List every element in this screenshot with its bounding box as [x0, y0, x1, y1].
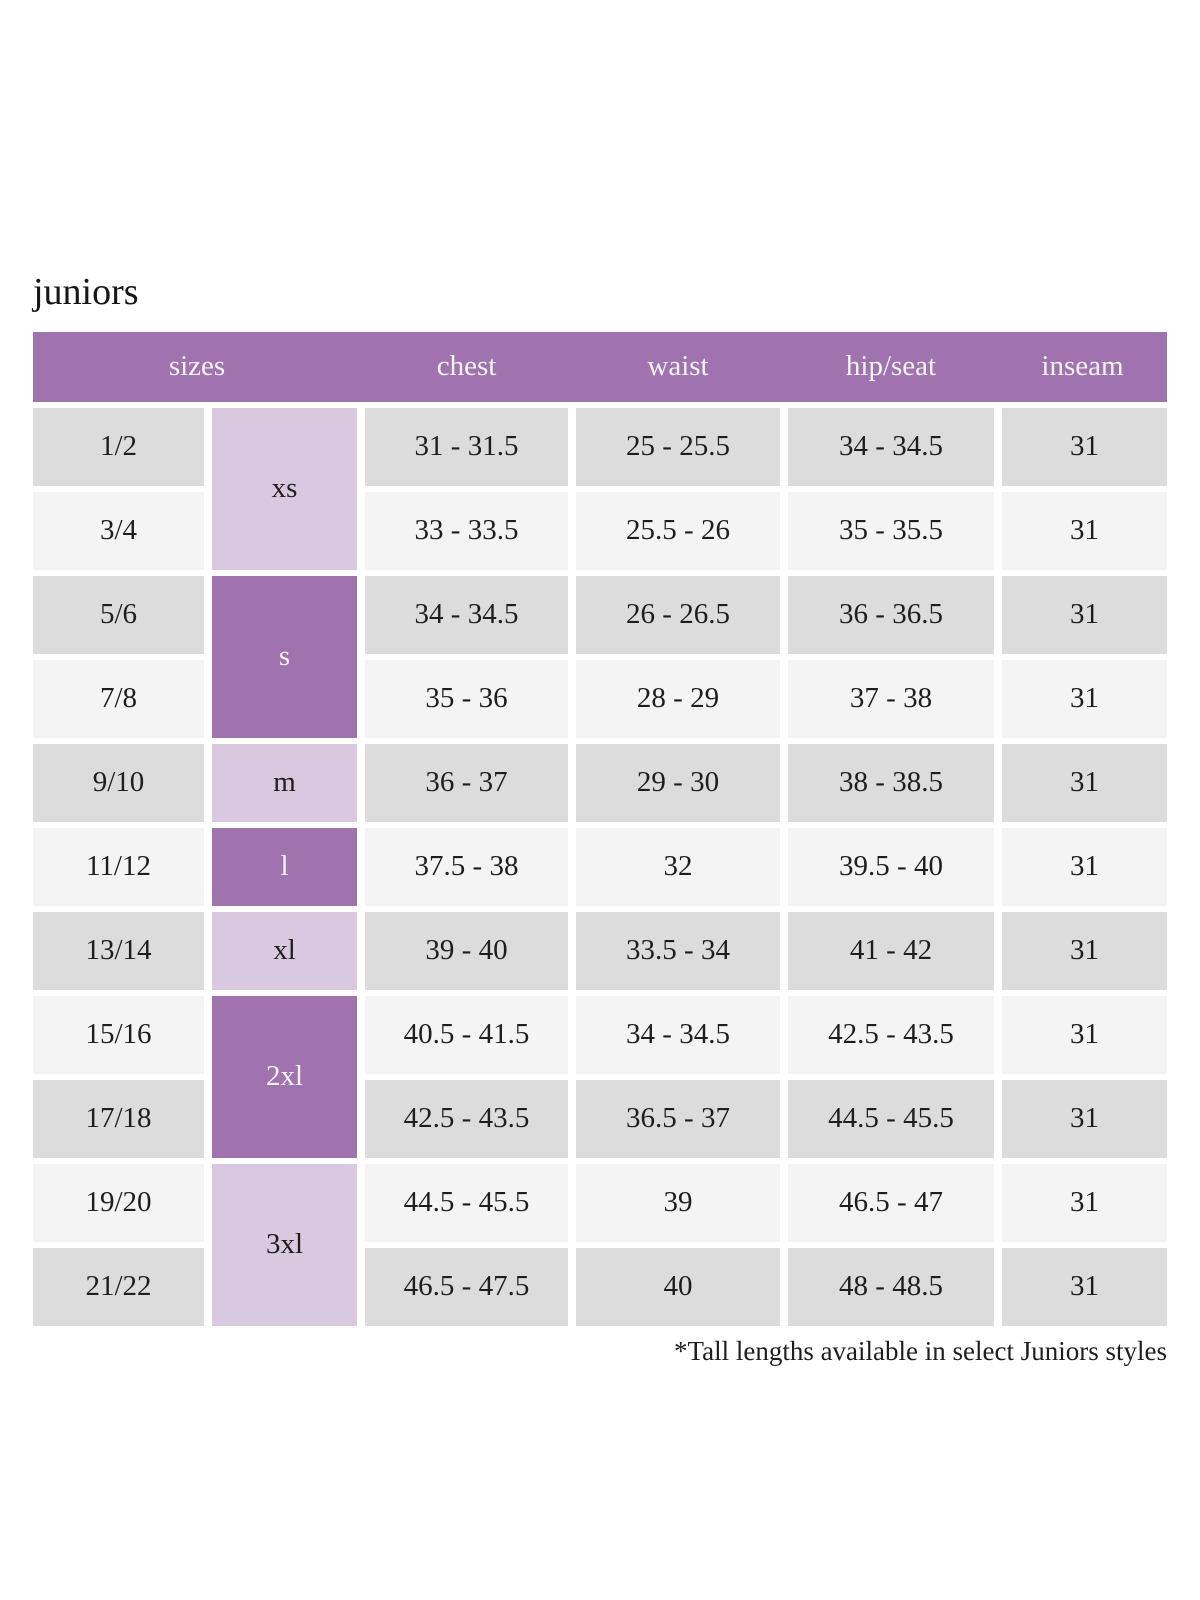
waist-cell: 28 - 29	[572, 656, 784, 741]
hip-seat-cell: 48 - 48.5	[784, 1244, 998, 1326]
inseam-cell: 31	[998, 1160, 1167, 1245]
waist-cell: 29 - 30	[572, 740, 784, 825]
chest-cell: 44.5 - 45.5	[361, 1160, 572, 1245]
size-pair-cell: 3/4	[33, 488, 208, 573]
inseam-cell: 31	[998, 404, 1167, 489]
chest-cell: 34 - 34.5	[361, 572, 572, 657]
waist-cell: 33.5 - 34	[572, 908, 784, 993]
chest-cell: 35 - 36	[361, 656, 572, 741]
chest-cell: 39 - 40	[361, 908, 572, 993]
table-row: 13/14 xl 39 - 40 33.5 - 34 41 - 42 31	[33, 908, 1167, 993]
size-letter-cell-3xl: 3xl	[208, 1160, 361, 1326]
size-letter-cell-xl: xl	[208, 908, 361, 993]
table-row: 15/16 2xl 40.5 - 41.5 34 - 34.5 42.5 - 4…	[33, 992, 1167, 1161]
hip-seat-cell: 37 - 38	[784, 656, 998, 741]
size-chart-page: juniors sizes chest waist hip/seat insea…	[33, 0, 1167, 1367]
size-pair-cell: 17/18	[33, 1076, 208, 1161]
waist-cell: 39	[572, 1160, 784, 1245]
table-row: 19/20 3xl 44.5 - 45.5 39 46.5 - 47 31	[33, 1160, 1167, 1326]
hip-seat-cell: 35 - 35.5	[784, 488, 998, 573]
header-cell-sizes: sizes	[33, 331, 361, 405]
chest-cell: 42.5 - 43.5	[361, 1076, 572, 1161]
table-header-row: sizes chest waist hip/seat inseam	[33, 331, 1167, 405]
table-row: 11/12 l 37.5 - 38 32 39.5 - 40 31	[33, 824, 1167, 909]
chest-cell: 46.5 - 47.5	[361, 1244, 572, 1326]
size-pair-cell: 11/12	[33, 824, 208, 909]
table-row: 9/10 m 36 - 37 29 - 30 38 - 38.5 31	[33, 740, 1167, 825]
waist-cell: 36.5 - 37	[572, 1076, 784, 1161]
size-letter-cell-xs: xs	[208, 404, 361, 573]
size-pair-cell: 15/16	[33, 992, 208, 1077]
hip-seat-cell: 41 - 42	[784, 908, 998, 993]
table-row: 1/2 xs 31 - 31.5 25 - 25.5 34 - 34.5 31	[33, 404, 1167, 573]
hip-seat-cell: 36 - 36.5	[784, 572, 998, 657]
page-title: juniors	[33, 271, 139, 313]
chest-cell: 31 - 31.5	[361, 404, 572, 489]
size-pair-cell: 19/20	[33, 1160, 208, 1245]
inseam-cell: 31	[998, 488, 1167, 573]
size-pair-cell: 9/10	[33, 740, 208, 825]
hip-seat-cell: 34 - 34.5	[784, 404, 998, 489]
inseam-cell: 31	[998, 1244, 1167, 1326]
juniors-size-chart-table: sizes chest waist hip/seat inseam 1/2 xs…	[33, 331, 1167, 1326]
hip-seat-cell: 42.5 - 43.5	[784, 992, 998, 1077]
chest-cell: 33 - 33.5	[361, 488, 572, 573]
size-pair-cell: 21/22	[33, 1244, 208, 1326]
header-cell-inseam: inseam	[998, 331, 1167, 405]
hip-seat-cell: 39.5 - 40	[784, 824, 998, 909]
size-letter-cell-s: s	[208, 572, 361, 741]
size-letter-cell-2xl: 2xl	[208, 992, 361, 1161]
waist-cell: 25.5 - 26	[572, 488, 784, 573]
size-pair-cell: 13/14	[33, 908, 208, 993]
chest-cell: 37.5 - 38	[361, 824, 572, 909]
inseam-cell: 31	[998, 908, 1167, 993]
table-row: 5/6 s 34 - 34.5 26 - 26.5 36 - 36.5 31	[33, 572, 1167, 741]
header-cell-waist: waist	[572, 331, 784, 405]
table-row: 21/22 46.5 - 47.5 40 48 - 48.5 31	[33, 1244, 1167, 1326]
size-pair-cell: 5/6	[33, 572, 208, 657]
inseam-cell: 31	[998, 1076, 1167, 1161]
header-cell-chest: chest	[361, 331, 572, 405]
size-pair-cell: 7/8	[33, 656, 208, 741]
waist-cell: 40	[572, 1244, 784, 1326]
waist-cell: 26 - 26.5	[572, 572, 784, 657]
size-letter-cell-l: l	[208, 824, 361, 909]
inseam-cell: 31	[998, 992, 1167, 1077]
table-row: 17/18 42.5 - 43.5 36.5 - 37 44.5 - 45.5 …	[33, 1076, 1167, 1161]
table-row: 3/4 33 - 33.5 25.5 - 26 35 - 35.5 31	[33, 488, 1167, 573]
waist-cell: 25 - 25.5	[572, 404, 784, 489]
hip-seat-cell: 38 - 38.5	[784, 740, 998, 825]
inseam-cell: 31	[998, 656, 1167, 741]
table-row: 7/8 35 - 36 28 - 29 37 - 38 31	[33, 656, 1167, 741]
hip-seat-cell: 44.5 - 45.5	[784, 1076, 998, 1161]
waist-cell: 34 - 34.5	[572, 992, 784, 1077]
inseam-cell: 31	[998, 824, 1167, 909]
header-cell-hip-seat: hip/seat	[784, 331, 998, 405]
size-letter-cell-m: m	[208, 740, 361, 825]
inseam-cell: 31	[998, 572, 1167, 657]
chest-cell: 36 - 37	[361, 740, 572, 825]
hip-seat-cell: 46.5 - 47	[784, 1160, 998, 1245]
chest-cell: 40.5 - 41.5	[361, 992, 572, 1077]
tall-lengths-footnote: *Tall lengths available in select Junior…	[673, 1335, 1167, 1366]
inseam-cell: 31	[998, 740, 1167, 825]
waist-cell: 32	[572, 824, 784, 909]
size-pair-cell: 1/2	[33, 404, 208, 489]
